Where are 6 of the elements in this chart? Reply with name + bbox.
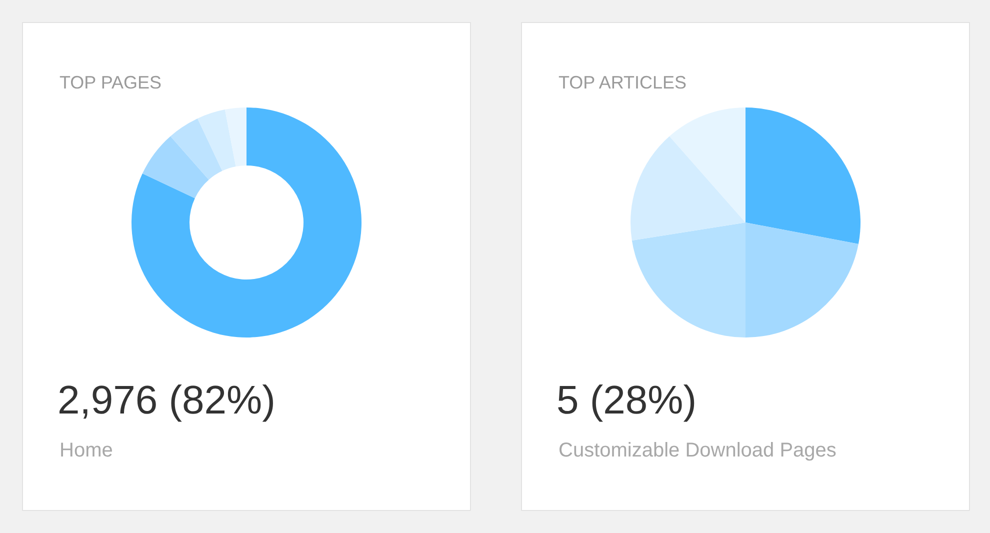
text: 5 (28%) — [556, 378, 697, 422]
chart-title: TOP PAGES — [60, 72, 162, 92]
text: Customizable Download Pages — [558, 440, 836, 462]
text: Home — [60, 440, 113, 462]
chart-title: TOP ARTICLES — [558, 72, 687, 92]
text: 2,976 (82%) — [58, 378, 276, 422]
